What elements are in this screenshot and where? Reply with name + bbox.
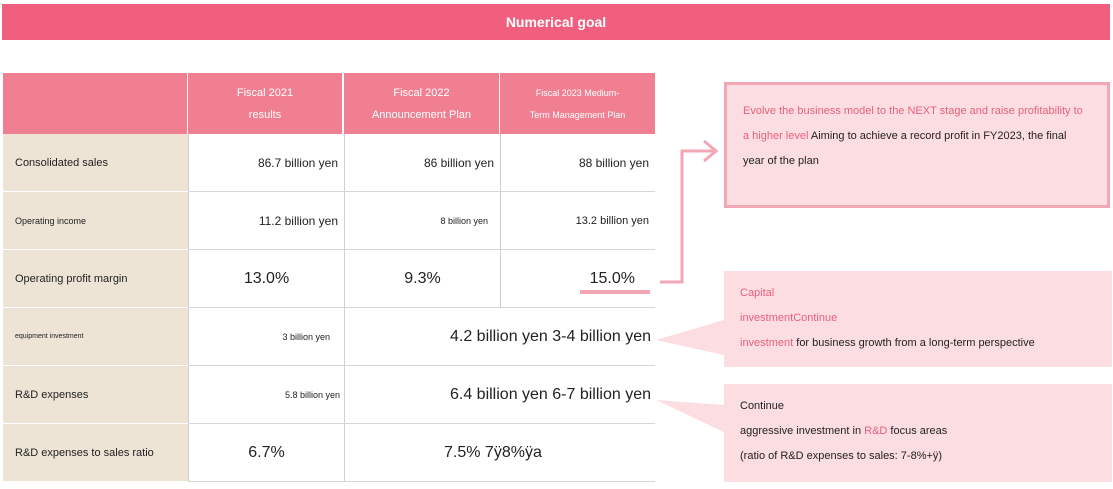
value-income-2023: 13.2 billion yen [500, 192, 655, 250]
value-rnd-2022-2023: 6.4 billion yen 6-7 billion yen [344, 366, 655, 424]
profit-callout-highlight-1: Evolve the business model to the NEXT st… [743, 105, 1083, 117]
row-label-consolidated-sales: Consolidated sales [3, 134, 188, 192]
value-rnd-ratio-2022-2023: 7.5% 7ÿ8%ÿa [344, 424, 655, 482]
value-income-2021: 11.2 billion yen [188, 192, 344, 250]
value-sales-2021: 86.7 billion yen [188, 134, 344, 192]
value-equipment-2022-2023: 4.2 billion yen 3-4 billion yen [344, 308, 655, 366]
arrow-head-icon [703, 139, 719, 163]
rnd-callout-line2a: aggressive investment in [740, 425, 865, 437]
value-equipment-2021: 3 billion yen [188, 308, 344, 366]
row-label-rnd-expenses: R&D expenses [3, 366, 188, 424]
value-income-2022: 8 billion yen [344, 192, 500, 250]
header-fiscal-2021-line2: results [248, 108, 282, 121]
value-sales-2022: 86 billion yen [344, 134, 500, 192]
capital-callout-line3-highlight: investment [740, 337, 794, 349]
header-fiscal-2022-line2: Announcement Plan [371, 108, 472, 121]
profit-callout-highlight-2: a higher level [743, 130, 809, 142]
capital-callout-line1: Capital [740, 287, 775, 299]
capital-callout-line2: investmentContinue [740, 312, 838, 324]
header-fiscal-2021: Fiscal 2021 results [188, 73, 342, 134]
rnd-callout-pointer [656, 400, 724, 432]
rnd-callout-line3: (ratio of R&D expenses to sales: 7-8%+ÿ) [740, 450, 943, 462]
header-corner [3, 73, 187, 134]
profit-callout-text-1: Aiming to achieve a record profit in FY2… [808, 130, 1067, 142]
profit-callout: Evolve the business model to the NEXT st… [724, 82, 1110, 208]
header-fiscal-2023: Fiscal 2023 Medium- Term Management Plan [500, 73, 655, 134]
value-margin-2022: 9.3% [344, 250, 500, 308]
header-fiscal-2022: Fiscal 2022 Announcement Plan [344, 73, 499, 134]
arrow-line [660, 149, 714, 284]
value-margin-2023: 15.0% [500, 250, 655, 308]
capital-callout-line3-text: for business growth from a long-term per… [793, 337, 1035, 349]
header-fiscal-2023-line1: Fiscal 2023 Medium- [535, 87, 620, 98]
capital-callout: Capital investmentContinue investment fo… [724, 271, 1112, 367]
profit-callout-text-2: year of the plan [743, 155, 819, 167]
row-label-equipment-investment: equipment investment [3, 308, 188, 366]
value-sales-2023: 88 billion yen [500, 134, 655, 192]
rnd-callout-line2b: focus areas [887, 425, 948, 437]
row-label-rnd-ratio: R&D expenses to sales ratio [3, 424, 188, 482]
value-margin-2021: 13.0% [188, 250, 344, 308]
rnd-callout-highlight: R&D [864, 425, 888, 437]
header-fiscal-2022-line1: Fiscal 2022 [393, 86, 450, 99]
value-rnd-ratio-2021: 6.7% [188, 424, 344, 482]
row-label-operating-profit-margin: Operating profit margin [3, 250, 188, 308]
value-rnd-2021: 5.8 billion yen [188, 366, 344, 424]
header-fiscal-2023-line2: Term Management Plan [529, 109, 626, 120]
header-fiscal-2021-line1: Fiscal 2021 [236, 86, 294, 99]
page-title: Numerical goal [2, 4, 1110, 40]
capital-callout-pointer [656, 320, 724, 355]
row-label-operating-income: Operating income [3, 192, 188, 250]
rnd-callout: Continue aggressive investment in R&D fo… [724, 384, 1112, 482]
rnd-callout-line1: Continue [740, 400, 785, 412]
